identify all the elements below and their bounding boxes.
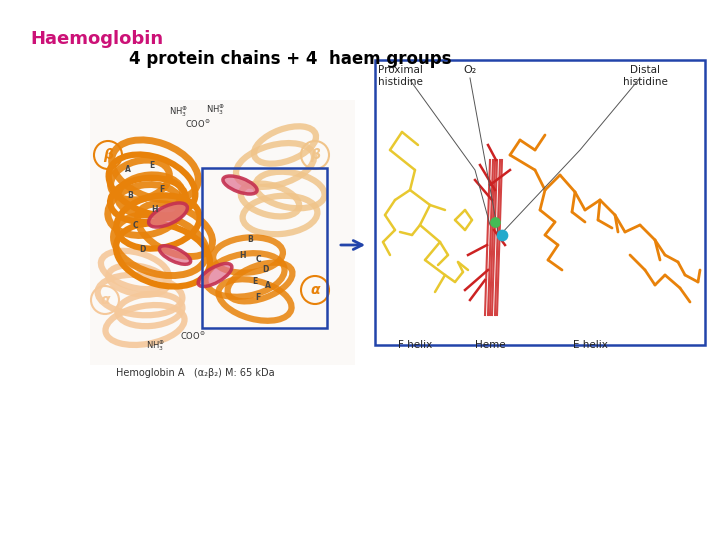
Text: β: β <box>103 148 113 162</box>
Ellipse shape <box>159 246 191 264</box>
Text: A: A <box>125 165 131 174</box>
Text: F helix: F helix <box>398 340 432 350</box>
Text: NH$_3^{\oplus}$: NH$_3^{\oplus}$ <box>206 104 225 118</box>
Ellipse shape <box>148 203 187 227</box>
Text: F: F <box>159 186 165 194</box>
Text: H: H <box>152 206 158 214</box>
Text: Distal
histidine: Distal histidine <box>623 65 667 86</box>
Text: C: C <box>255 255 261 265</box>
Text: Proximal
histidine: Proximal histidine <box>377 65 423 86</box>
Text: β: β <box>310 148 320 162</box>
Text: B: B <box>247 235 253 245</box>
Text: 4 protein chains + 4  haem groups: 4 protein chains + 4 haem groups <box>129 50 451 68</box>
Point <box>496 231 508 239</box>
Text: O₂: O₂ <box>464 65 477 75</box>
Text: α: α <box>310 283 320 297</box>
Text: H: H <box>239 251 246 260</box>
Text: Heme: Heme <box>474 340 505 350</box>
Text: α: α <box>100 293 109 307</box>
Ellipse shape <box>198 264 232 287</box>
Text: Haemoglobin: Haemoglobin <box>30 30 163 48</box>
Text: D: D <box>262 266 268 274</box>
Text: C: C <box>132 220 138 230</box>
Text: COO$^{\ominus}$: COO$^{\ominus}$ <box>180 330 206 342</box>
Point <box>490 218 501 226</box>
Text: A: A <box>265 280 271 289</box>
Bar <box>375 60 705 345</box>
Text: NH$_3^{\oplus}$: NH$_3^{\oplus}$ <box>145 340 164 354</box>
Text: COO$^{\ominus}$: COO$^{\ominus}$ <box>185 118 211 130</box>
Bar <box>90 100 355 365</box>
Text: E: E <box>149 160 155 170</box>
Text: B: B <box>127 191 133 199</box>
Text: NH$_3^{\oplus}$: NH$_3^{\oplus}$ <box>168 105 187 120</box>
Text: F: F <box>256 293 261 301</box>
Text: E: E <box>253 278 258 287</box>
Text: Hemoglobin A   (α₂β₂) M: 65 kDa: Hemoglobin A (α₂β₂) M: 65 kDa <box>116 368 274 378</box>
Bar <box>202 168 327 328</box>
Ellipse shape <box>223 176 257 194</box>
Text: E helix: E helix <box>572 340 608 350</box>
Text: D: D <box>139 246 145 254</box>
